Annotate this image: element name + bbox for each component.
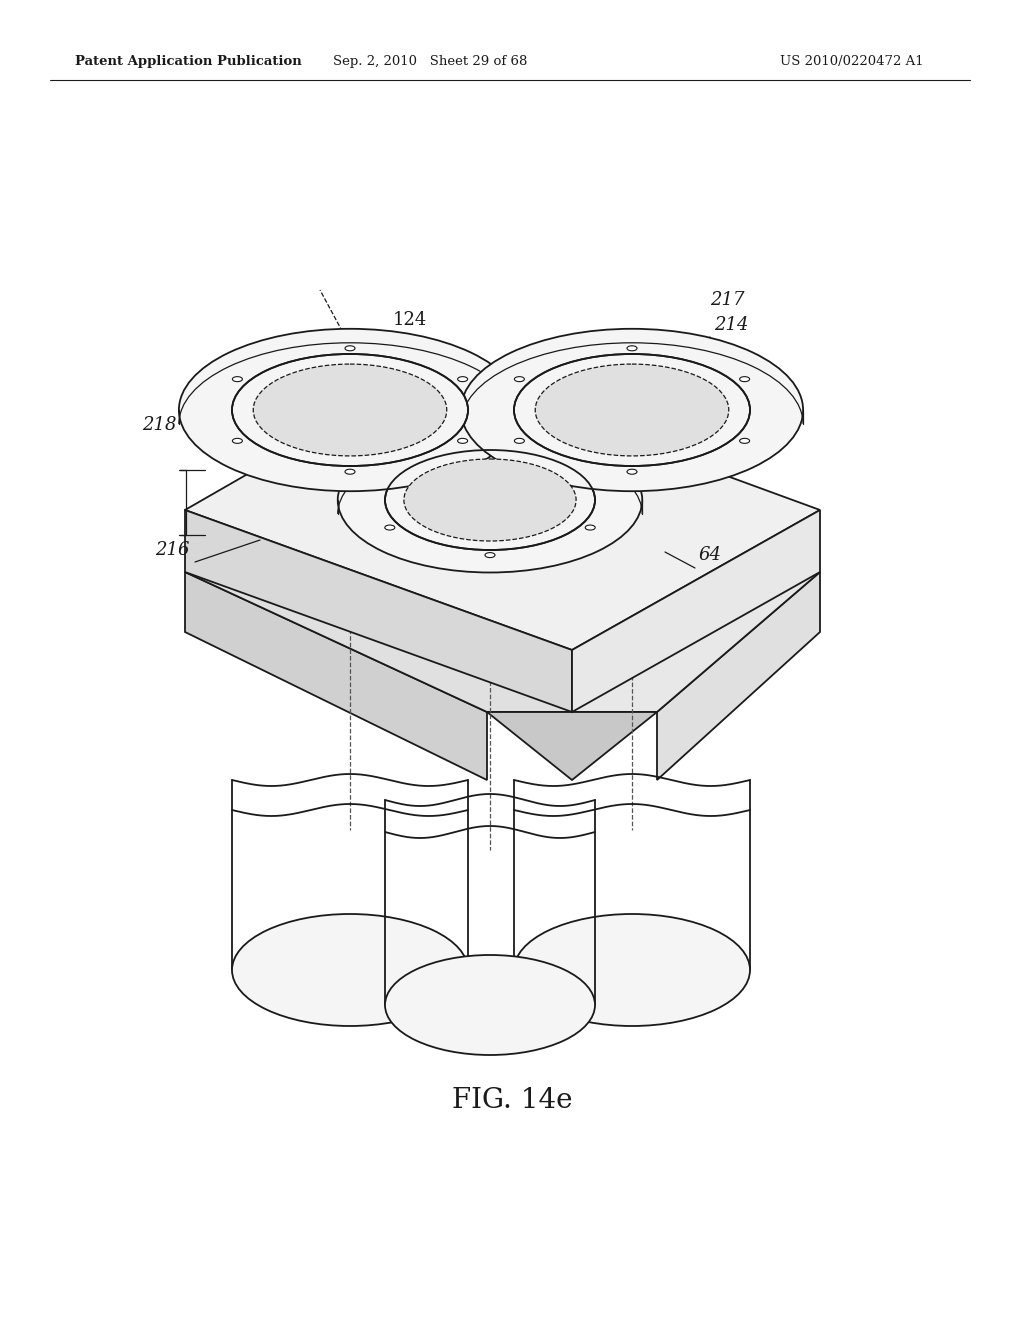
- Text: Sep. 2, 2010   Sheet 29 of 68: Sep. 2, 2010 Sheet 29 of 68: [333, 55, 527, 69]
- Ellipse shape: [253, 364, 446, 455]
- Ellipse shape: [385, 525, 395, 531]
- Text: FIG. 14e: FIG. 14e: [452, 1086, 572, 1114]
- Polygon shape: [185, 572, 487, 780]
- Text: Patent Application Publication: Patent Application Publication: [75, 55, 302, 69]
- Ellipse shape: [739, 376, 750, 381]
- Ellipse shape: [232, 438, 243, 444]
- Text: 124: 124: [393, 312, 427, 329]
- Ellipse shape: [458, 438, 468, 444]
- Text: 218: 218: [142, 416, 176, 434]
- Polygon shape: [487, 711, 657, 780]
- Ellipse shape: [403, 459, 577, 541]
- Ellipse shape: [585, 525, 595, 531]
- Ellipse shape: [585, 470, 595, 475]
- Ellipse shape: [232, 913, 468, 1026]
- Ellipse shape: [627, 346, 637, 351]
- Ellipse shape: [385, 470, 395, 475]
- Ellipse shape: [514, 376, 524, 381]
- Polygon shape: [185, 368, 820, 649]
- Polygon shape: [572, 510, 820, 711]
- Ellipse shape: [739, 438, 750, 444]
- Ellipse shape: [345, 469, 355, 474]
- Ellipse shape: [514, 354, 750, 466]
- Ellipse shape: [485, 553, 495, 557]
- Ellipse shape: [385, 954, 595, 1055]
- Text: 214: 214: [714, 315, 749, 334]
- Text: 64: 64: [698, 546, 721, 564]
- Ellipse shape: [232, 354, 468, 466]
- Polygon shape: [503, 572, 820, 711]
- Ellipse shape: [514, 913, 750, 1026]
- Ellipse shape: [485, 442, 495, 447]
- Polygon shape: [185, 510, 572, 711]
- Ellipse shape: [385, 450, 595, 550]
- Ellipse shape: [345, 346, 355, 351]
- Ellipse shape: [536, 364, 729, 455]
- Polygon shape: [657, 572, 820, 780]
- Ellipse shape: [338, 428, 642, 573]
- Text: 217': 217': [724, 376, 764, 393]
- Ellipse shape: [627, 469, 637, 474]
- Text: 216: 216: [155, 541, 189, 558]
- Ellipse shape: [179, 329, 521, 491]
- Text: US 2010/0220472 A1: US 2010/0220472 A1: [780, 55, 924, 69]
- Polygon shape: [185, 572, 572, 711]
- Ellipse shape: [514, 438, 524, 444]
- Text: 217: 217: [710, 290, 744, 309]
- Ellipse shape: [458, 376, 468, 381]
- Ellipse shape: [232, 376, 243, 381]
- Ellipse shape: [461, 329, 803, 491]
